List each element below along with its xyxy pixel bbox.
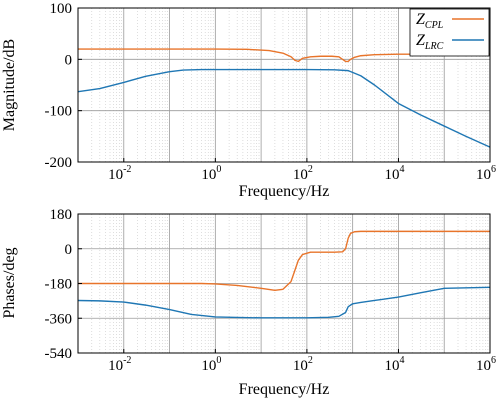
y-axis-label: Phases/deg bbox=[1, 247, 18, 318]
series-line-1 bbox=[78, 230, 490, 291]
y-tick-label: 0 bbox=[65, 242, 73, 258]
x-tick-label: 100 bbox=[201, 355, 221, 374]
x-axis-label: Frequency/Hz bbox=[239, 381, 330, 398]
x-tick-label: 102 bbox=[293, 355, 313, 374]
y-tick-label: -100 bbox=[45, 104, 73, 120]
y-tick-label: -200 bbox=[45, 155, 73, 171]
x-tick-label: 106 bbox=[476, 355, 496, 374]
x-tick-label: 100 bbox=[201, 164, 221, 183]
y-tick-label: 100 bbox=[50, 1, 73, 17]
series-line-2 bbox=[77, 286, 491, 319]
y-tick-label: -180 bbox=[45, 277, 73, 293]
x-tick-label: 102 bbox=[293, 164, 313, 183]
x-tick-label: 10-2 bbox=[108, 164, 131, 183]
x-tick-label: 104 bbox=[384, 164, 404, 183]
x-axis-label: Frequency/Hz bbox=[239, 183, 330, 200]
panel-1: 100 0 -100 -200 10-2 100 102 104 106 Frequency/Hz… bbox=[1, 1, 496, 200]
series-line-1 bbox=[78, 48, 490, 63]
y-tick-label: 0 bbox=[65, 52, 73, 68]
legend-box bbox=[409, 8, 490, 57]
series-line-2 bbox=[77, 68, 491, 148]
y-axis-label: Magnitude/dB bbox=[1, 39, 18, 131]
x-tick-label: 106 bbox=[476, 164, 496, 183]
y-tick-label: -540 bbox=[45, 346, 73, 362]
x-tick-label: 104 bbox=[384, 355, 404, 374]
x-tick-label: 10-2 bbox=[108, 355, 131, 374]
plot-frame bbox=[77, 7, 491, 163]
panel-2: 180 0 -180 -360 -540 10-2 100 102 104 106 Frequenc… bbox=[1, 207, 496, 398]
y-tick-label: -360 bbox=[45, 311, 73, 327]
y-tick-label: 180 bbox=[50, 207, 73, 223]
